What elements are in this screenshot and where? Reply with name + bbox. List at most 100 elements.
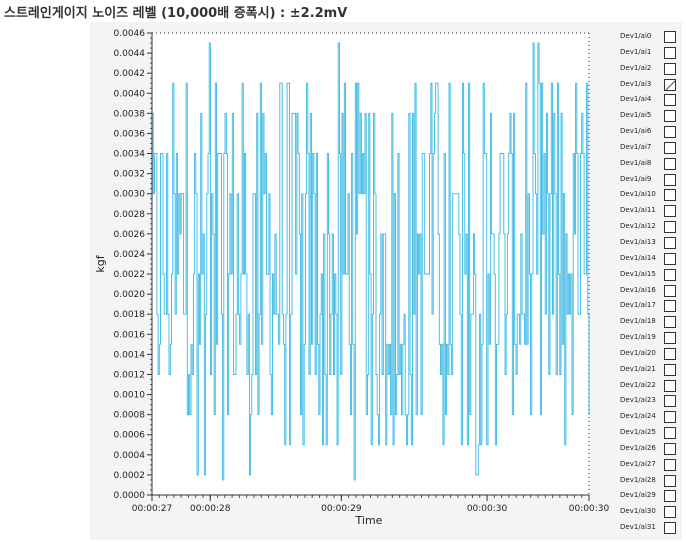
legend-item: Dev1/ai1	[620, 46, 682, 62]
legend-item: Dev1/ai23	[620, 394, 682, 410]
legend-checkbox[interactable]	[664, 506, 676, 519]
legend-checkbox[interactable]	[664, 316, 676, 329]
legend-checkbox[interactable]	[664, 31, 676, 43]
legend-checkbox[interactable]	[664, 62, 676, 75]
legend-label: Dev1/ai0	[620, 32, 652, 40]
legend-checkbox[interactable]	[664, 157, 676, 170]
legend-item: Dev1/ai15	[620, 268, 682, 284]
legend-checkbox[interactable]	[664, 363, 676, 376]
legend-checkbox[interactable]	[664, 221, 676, 234]
legend-item: Dev1/ai11	[620, 204, 682, 220]
legend-checkbox[interactable]	[664, 522, 676, 535]
y-tick-label: 0.0042	[114, 69, 146, 79]
legend-label: Dev1/ai5	[620, 111, 652, 120]
x-tick-label: 00:00:29	[321, 504, 362, 514]
legend-label: Dev1/ai16	[620, 285, 656, 294]
legend-item: Dev1/ai27	[620, 458, 682, 474]
legend-checkbox[interactable]	[664, 395, 676, 408]
legend-checkbox[interactable]	[664, 78, 676, 91]
legend-item: Dev1/ai8	[620, 157, 682, 173]
legend-label: Dev1/ai1	[620, 47, 652, 56]
legend-item: Dev1/ai24	[620, 410, 682, 426]
legend-label: Dev1/ai2	[620, 63, 652, 72]
y-tick-label: 0.0024	[114, 250, 146, 260]
legend-checkbox[interactable]	[664, 490, 676, 503]
legend-item: Dev1/ai25	[620, 426, 682, 442]
signal-trace	[151, 42, 590, 481]
legend-item: Dev1/ai3	[620, 78, 682, 94]
legend-checkbox[interactable]	[664, 268, 676, 281]
y-tick-label: 0.0028	[114, 210, 146, 220]
y-tick-label: 0.0046	[114, 29, 146, 39]
legend-checkbox[interactable]	[664, 284, 676, 297]
legend-label: Dev1/ai6	[620, 127, 652, 136]
legend-checkbox[interactable]	[664, 411, 676, 424]
legend-checkbox[interactable]	[664, 46, 676, 59]
legend-label: Dev1/ai3	[620, 79, 652, 88]
legend-item: Dev1/ai30	[620, 505, 682, 521]
y-tick-label: 0.0008	[114, 411, 146, 421]
legend-label: Dev1/ai15	[620, 269, 656, 278]
legend-checkbox[interactable]	[664, 141, 676, 154]
legend-label: Dev1/ai14	[620, 253, 656, 262]
legend-checkbox[interactable]	[664, 94, 676, 107]
legend-label: Dev1/ai24	[620, 412, 656, 421]
y-tick-label: 0.0040	[114, 89, 146, 99]
legend-item: Dev1/ai28	[620, 474, 682, 490]
legend-label: Dev1/ai12	[620, 222, 656, 231]
y-tick-label: 0.0036	[114, 129, 146, 139]
legend-item: Dev1/ai14	[620, 252, 682, 268]
y-tick-label: 0.0038	[114, 109, 146, 119]
legend-item: Dev1/ai13	[620, 236, 682, 252]
y-tick-label: 0.0000	[114, 491, 146, 501]
legend-checkbox[interactable]	[664, 427, 676, 440]
signal-line	[151, 42, 590, 481]
legend-item: Dev1/ai18	[620, 315, 682, 331]
plot-area	[152, 33, 589, 495]
legend-checkbox[interactable]	[664, 347, 676, 360]
y-tick-label: 0.0018	[114, 310, 146, 320]
legend-label: Dev1/ai30	[620, 507, 656, 516]
legend-checkbox[interactable]	[664, 236, 676, 249]
legend-label: Dev1/ai28	[620, 475, 656, 484]
y-tick-label: 0.0004	[114, 451, 146, 461]
y-tick-label: 0.0032	[114, 170, 146, 180]
legend-checkbox[interactable]	[664, 379, 676, 392]
legend-label: Dev1/ai17	[620, 301, 656, 310]
legend-item: Dev1/ai6	[620, 125, 682, 141]
x-tick-label: 00:00:27	[132, 504, 172, 514]
legend-checkbox[interactable]	[664, 442, 676, 455]
legend-label: Dev1/ai22	[620, 380, 656, 389]
legend-label: Dev1/ai13	[620, 237, 656, 246]
legend-checkbox[interactable]	[664, 173, 676, 186]
legend-checkbox[interactable]	[664, 126, 676, 139]
legend-label: Dev1/ai4	[620, 95, 652, 104]
legend-label: Dev1/ai18	[620, 317, 656, 326]
legend-label: Dev1/ai19	[620, 333, 656, 342]
y-tick-label: 0.0014	[114, 350, 146, 360]
legend-checkbox[interactable]	[664, 332, 676, 345]
legend-item: Dev1/ai21	[620, 363, 682, 379]
legend-checkbox[interactable]	[664, 300, 676, 313]
x-tick-label: 00:00:30	[569, 504, 610, 514]
y-tick-label: 0.0026	[114, 230, 146, 240]
legend-item: Dev1/ai2	[620, 62, 682, 78]
legend-checkbox[interactable]	[664, 189, 676, 202]
y-tick-label: 0.0006	[114, 431, 146, 441]
legend-checkbox[interactable]	[664, 252, 676, 265]
legend-label: Dev1/ai27	[620, 459, 656, 468]
legend-checkbox[interactable]	[664, 110, 676, 123]
legend-label: Dev1/ai11	[620, 206, 656, 215]
legend-checkbox[interactable]	[664, 205, 676, 218]
x-tick-label: 00:00:28	[190, 504, 231, 514]
legend-item: Dev1/ai26	[620, 442, 682, 458]
x-axis-title: Time	[355, 514, 383, 527]
x-axis: 00:00:27 00:00:28 00:00:29 00:00:30 00:00:30	[132, 495, 610, 514]
legend-label: Dev1/ai7	[620, 142, 652, 151]
x-tick-label: 00:00:30	[467, 504, 508, 514]
legend-checkbox[interactable]	[664, 458, 676, 471]
y-axis-title: kgf	[94, 254, 107, 272]
legend-checkbox[interactable]	[664, 474, 676, 487]
y-tick-label: 0.0012	[114, 370, 146, 380]
